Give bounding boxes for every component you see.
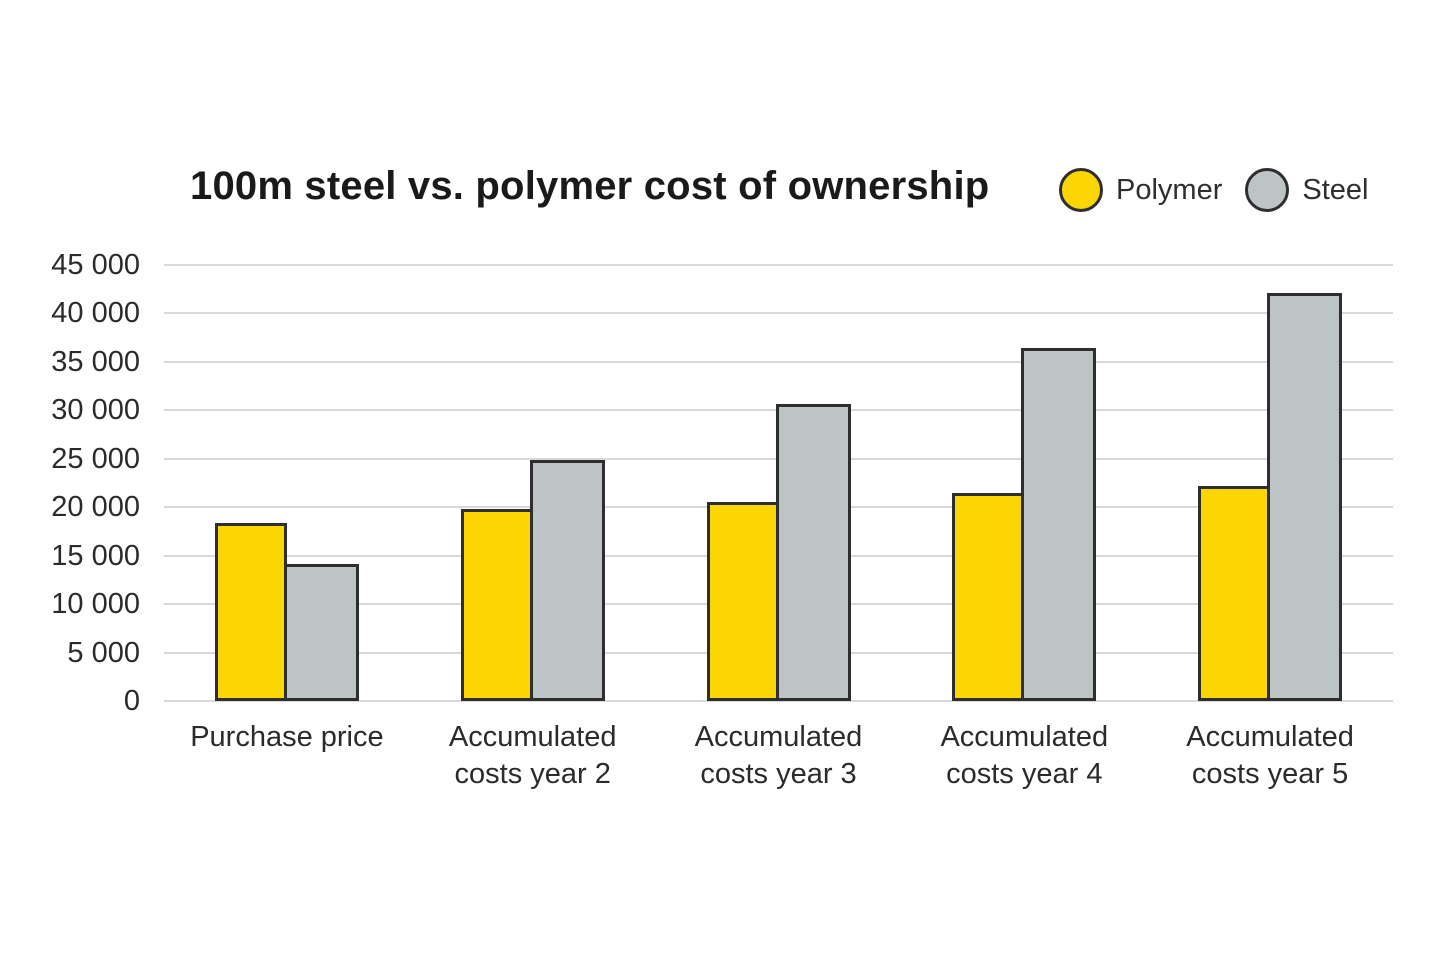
gridline [164, 360, 1393, 363]
x-axis-category-label: Accumulated costs year 5 [1186, 721, 1354, 790]
legend-item-polymer: Polymer [1059, 168, 1222, 212]
bar-polymer-1 [214, 523, 287, 701]
legend-label-polymer: Polymer [1116, 174, 1223, 206]
bar-polymer-5 [1198, 486, 1271, 701]
bar-polymer-2 [460, 509, 533, 701]
y-axis-tick-label: 10 000 [51, 588, 140, 621]
y-axis-tick-label: 0 [123, 685, 140, 717]
bar-steel-2 [529, 460, 605, 701]
x-axis-category-label: Accumulated costs year 4 [940, 721, 1109, 790]
y-axis-tick-label: 35 000 [51, 345, 140, 378]
legend-label-steel: Steel [1302, 174, 1369, 206]
polymer-swatch-icon [1059, 168, 1103, 212]
gridline [164, 312, 1393, 315]
x-axis-category-label: Accumulated costs year 3 [694, 721, 863, 790]
y-axis-tick-label: 30 000 [51, 394, 140, 427]
y-axis-tick-label: 20 000 [51, 491, 140, 524]
gridline [164, 700, 1393, 702]
bar-polymer-3 [706, 502, 779, 701]
chart-title: 100m steel vs. polymer cost of ownership [190, 164, 990, 208]
plot-area: 45 000 40 000 35 000 30 000 25 000 20 000 15 0… [51, 251, 1393, 790]
bar-steel-1 [283, 564, 359, 701]
steel-swatch-icon [1245, 168, 1290, 212]
bar-steel-5 [1267, 293, 1343, 701]
y-axis-tick-label: 5 000 [67, 636, 140, 669]
legend: Polymer Steel [1059, 168, 1368, 212]
bar-steel-4 [1021, 348, 1097, 701]
legend-item-steel: Steel [1245, 168, 1368, 212]
y-axis-tick-label: 40 000 [51, 297, 140, 330]
x-axis-category-label: Accumulated costs year 2 [448, 721, 617, 790]
y-axis-tick-label: 25 000 [51, 442, 140, 475]
gridline [164, 264, 1393, 266]
bar-polymer-4 [952, 493, 1025, 701]
bar-steel-3 [775, 404, 851, 701]
y-axis-tick-label: 15 000 [51, 539, 140, 572]
x-axis-category-label: Purchase price [190, 721, 384, 753]
y-axis-tick-label: 45 000 [51, 249, 140, 281]
